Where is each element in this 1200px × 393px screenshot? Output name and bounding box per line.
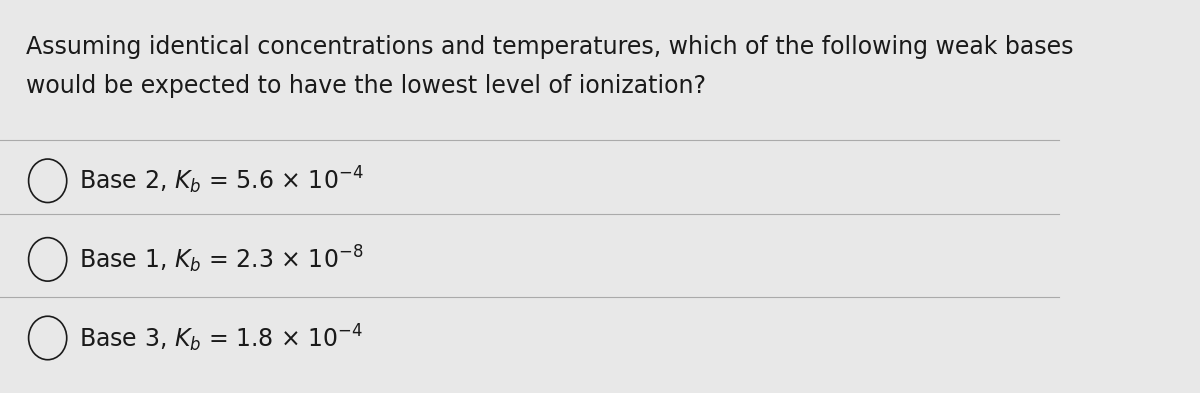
Text: Base 2, $K_b$ = 5.6 × 10$^{-4}$: Base 2, $K_b$ = 5.6 × 10$^{-4}$	[79, 165, 364, 196]
Text: Base 3, $K_b$ = 1.8 × 10$^{-4}$: Base 3, $K_b$ = 1.8 × 10$^{-4}$	[79, 322, 364, 354]
Text: would be expected to have the lowest level of ionization?: would be expected to have the lowest lev…	[26, 74, 707, 99]
Text: Assuming identical concentrations and temperatures, which of the following weak : Assuming identical concentrations and te…	[26, 35, 1074, 59]
Text: Base 1, $K_b$ = 2.3 × 10$^{-8}$: Base 1, $K_b$ = 2.3 × 10$^{-8}$	[79, 244, 364, 275]
